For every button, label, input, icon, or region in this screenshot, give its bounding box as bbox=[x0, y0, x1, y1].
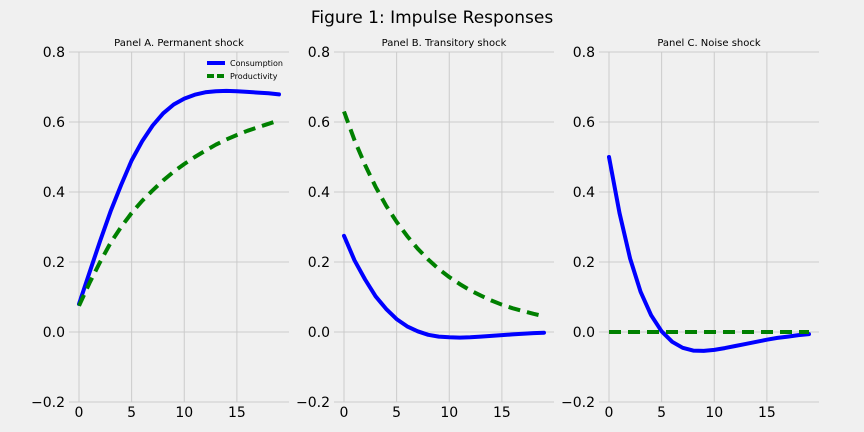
panel-b: −0.2 0.0 0.2 0.4 0.6 0.8 0 5 10 15 Panel B. Transi… bbox=[296, 38, 554, 421]
x-tick-label: 5 bbox=[657, 405, 666, 421]
x-tick-label: 15 bbox=[758, 405, 776, 421]
consumption-line bbox=[77, 88, 281, 306]
x-tick-label: 15 bbox=[493, 405, 511, 421]
legend-productivity-label: Productivity bbox=[230, 72, 278, 81]
y-tick-label: 0.0 bbox=[308, 325, 330, 341]
y-tick-label: −0.2 bbox=[561, 395, 595, 411]
productivity-line bbox=[342, 110, 545, 319]
y-tick-label: 0.2 bbox=[308, 255, 330, 271]
x-tick-label: 10 bbox=[175, 405, 193, 421]
x-tick-label: 10 bbox=[440, 405, 458, 421]
y-tick-label: 0.0 bbox=[43, 325, 65, 341]
y-tick-label: 0.0 bbox=[573, 325, 595, 341]
y-tick-label: 0.6 bbox=[308, 115, 330, 131]
y-tick-label: 0.8 bbox=[573, 45, 595, 61]
x-tick-label: 10 bbox=[705, 405, 723, 421]
panel-title: Panel A. Permanent shock bbox=[114, 38, 244, 49]
x-tick-label: 15 bbox=[228, 405, 246, 421]
consumption-line bbox=[607, 155, 811, 353]
panel-title: Panel B. Transitory shock bbox=[382, 38, 507, 49]
y-tick-label: 0.6 bbox=[573, 115, 595, 131]
x-tick-label: 0 bbox=[75, 405, 84, 421]
y-tick-label: −0.2 bbox=[31, 395, 65, 411]
legend-consumption-label: Consumption bbox=[230, 59, 283, 68]
y-tick-label: 0.4 bbox=[43, 185, 65, 201]
x-tick-label: 0 bbox=[340, 405, 349, 421]
x-tick-label: 5 bbox=[127, 405, 136, 421]
consumption-line bbox=[342, 233, 546, 340]
y-tick-label: 0.2 bbox=[43, 255, 65, 271]
figure-title: Figure 1: Impulse Responses bbox=[311, 8, 553, 28]
y-tick-label: 0.2 bbox=[573, 255, 595, 271]
productivity-line bbox=[77, 118, 280, 307]
y-tick-label: 0.4 bbox=[308, 185, 330, 201]
x-tick-label: 5 bbox=[392, 405, 401, 421]
panel-c: −0.2 0.0 0.2 0.4 0.6 0.8 0 5 10 15 Panel C. Noise … bbox=[561, 38, 819, 421]
y-tick-label: 0.8 bbox=[308, 45, 330, 61]
legend: Consumption Productivity bbox=[207, 59, 283, 81]
x-tick-label: 0 bbox=[605, 405, 614, 421]
y-tick-label: 0.8 bbox=[43, 45, 65, 61]
y-tick-label: 0.6 bbox=[43, 115, 65, 131]
panel-a: −0.2 0.0 0.2 0.4 0.6 0.8 0 5 10 15 Panel A. Perman… bbox=[31, 38, 289, 421]
y-tick-label: 0.4 bbox=[573, 185, 595, 201]
panel-title: Panel C. Noise shock bbox=[657, 38, 761, 49]
y-tick-label: −0.2 bbox=[296, 395, 330, 411]
